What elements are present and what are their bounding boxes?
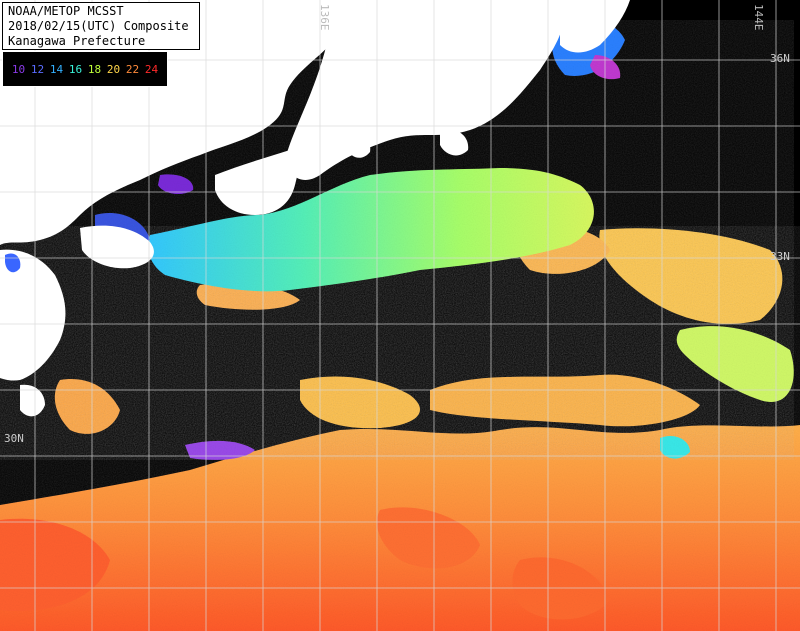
product-title: NOAA/METOP MCSST: [8, 4, 124, 18]
lon-label-136e: 136E: [318, 4, 331, 31]
temperature-legend: 10 12 14 16 18 20 22 24: [2, 51, 168, 87]
legend-item: 12: [30, 62, 45, 76]
date-composite-label: 2018/02/15(UTC) Composite: [8, 19, 189, 33]
legend-item: 22: [125, 62, 140, 76]
legend-item: 18: [87, 62, 102, 76]
lat-label-36n: 36N: [770, 52, 790, 65]
lon-label-144e: 144E: [752, 4, 765, 31]
agency-label: Kanagawa Prefecture: [8, 34, 146, 48]
legend-scale: 10 12 14 16 18 20 22 24: [9, 63, 161, 76]
lat-label-30n: 30N: [4, 432, 24, 445]
map-info-box: NOAA/METOP MCSST 2018/02/15(UTC) Composi…: [2, 2, 200, 50]
legend-item: 20: [106, 62, 121, 76]
warm-water-region: [0, 226, 800, 631]
legend-item: 10: [11, 62, 26, 76]
lat-label-33n: 33N: [770, 250, 790, 263]
legend-item: 16: [68, 62, 83, 76]
legend-item: 14: [49, 62, 64, 76]
legend-item: 24: [144, 62, 159, 76]
